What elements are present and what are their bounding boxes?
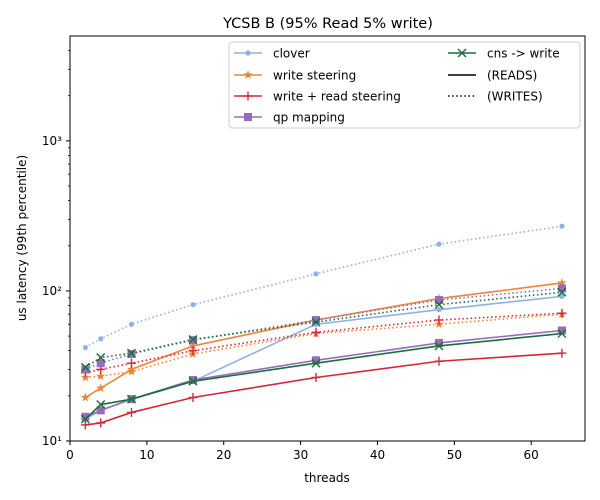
legend-label: (READS) <box>487 69 537 83</box>
x-axis-label: threads <box>304 471 350 485</box>
point-write-steering-reads <box>80 392 90 402</box>
y-tick-label: 10¹ <box>42 434 62 448</box>
point-clover-writes <box>559 223 565 229</box>
x-tick-label: 10 <box>139 448 154 462</box>
legend: clover write steering write + read steerin… <box>228 41 581 129</box>
point-write-read-steering-reads <box>188 392 198 402</box>
point-qp-mapping-writes <box>557 284 566 293</box>
point-write-read-steering-reads <box>80 420 90 430</box>
point-cns-write-writes <box>96 353 106 363</box>
x-tick-label: 60 <box>524 448 539 462</box>
point-qp-mapping-writes <box>81 365 90 374</box>
point-qp-mapping-writes <box>311 316 320 325</box>
point-qp-mapping-writes <box>96 359 105 368</box>
series-layer <box>80 223 567 430</box>
point-write-read-steering-reads <box>96 418 106 428</box>
point-cns-write-writes <box>126 348 136 358</box>
point-qp-mapping-reads <box>96 406 105 415</box>
point-cns-write-reads <box>557 329 567 339</box>
point-qp-mapping-reads <box>311 356 320 365</box>
legend-marker <box>245 50 251 56</box>
point-write-read-steering-writes <box>311 327 321 337</box>
point-cns-write-writes <box>557 287 567 297</box>
point-write-steering-reads <box>188 341 198 350</box>
x-tick-label: 20 <box>216 448 231 462</box>
x-tick-label: 50 <box>447 448 462 462</box>
point-cns-write-reads <box>434 341 444 351</box>
axis-layer: 0 10 20 30 40 50 60 10¹ 10² 10³ <box>42 50 539 462</box>
point-write-steering-reads <box>96 383 106 393</box>
y-axis-label: us latency (99th percentile) <box>15 155 29 321</box>
point-write-read-steering-reads <box>557 348 567 358</box>
series-write-read-steering-writes-line <box>85 312 562 374</box>
point-write-steering-reads <box>126 364 137 374</box>
point-qp-mapping-reads <box>557 326 566 335</box>
y-tick-label: 10³ <box>42 134 62 148</box>
point-cns-write-writes <box>188 334 198 344</box>
x-tick-label: 40 <box>370 448 385 462</box>
point-cns-write-reads <box>80 414 90 424</box>
point-clover-writes <box>128 321 135 327</box>
plot-frame <box>69 35 586 442</box>
legend-label: write + read steering <box>273 90 401 104</box>
legend-label: cns -> write <box>487 47 560 61</box>
point-cns-write-reads <box>188 376 198 386</box>
series-qp-mapping-reads-line <box>85 329 563 418</box>
point-clover-writes <box>190 302 196 308</box>
point-clover-writes <box>436 241 442 247</box>
point-clover-writes <box>82 344 88 351</box>
x-tick-label: 30 <box>293 448 308 462</box>
point-cns-write-writes <box>80 362 90 372</box>
series-clover-writes-line <box>84 225 563 349</box>
legend-marker <box>244 113 252 121</box>
point-clover-writes <box>98 336 104 342</box>
point-clover-writes <box>313 271 319 277</box>
legend-label: qp mapping <box>273 111 345 125</box>
legend-marker <box>243 91 253 101</box>
point-cns-write-reads <box>96 400 106 410</box>
point-cns-write-writes <box>311 317 321 327</box>
legend-box <box>228 41 581 129</box>
series-write-read-steering-reads-line <box>85 352 562 426</box>
legend-label: clover <box>273 47 310 61</box>
point-write-read-steering-reads <box>311 372 321 382</box>
x-tick-label: 0 <box>66 448 74 462</box>
point-clover-reads <box>436 307 442 313</box>
chart-title: YCSB B (95% Read 5% write) <box>222 16 433 32</box>
y-tick-label: 10² <box>42 284 62 298</box>
point-qp-mapping-reads <box>188 375 197 384</box>
point-qp-mapping-writes <box>434 296 443 305</box>
point-cns-write-reads <box>126 394 136 404</box>
point-write-steering-reads <box>557 278 567 287</box>
point-clover-reads <box>559 293 565 299</box>
point-write-steering-writes <box>96 371 106 381</box>
legend-marker <box>243 70 253 79</box>
point-write-read-steering-reads <box>126 407 136 417</box>
point-cns-write-writes <box>434 300 444 310</box>
legend-label: write steering <box>273 69 356 83</box>
point-write-read-steering-reads <box>434 356 444 366</box>
point-write-read-steering-writes <box>126 358 136 368</box>
point-write-read-steering-writes <box>434 315 444 325</box>
point-qp-mapping-reads <box>434 338 443 347</box>
point-cns-write-reads <box>311 358 321 368</box>
legend-marker <box>457 48 467 58</box>
point-write-read-steering-writes <box>557 308 567 318</box>
point-qp-mapping-reads <box>81 412 90 421</box>
point-write-read-steering-writes <box>188 346 198 356</box>
legend-label: (WRITES) <box>487 90 543 104</box>
